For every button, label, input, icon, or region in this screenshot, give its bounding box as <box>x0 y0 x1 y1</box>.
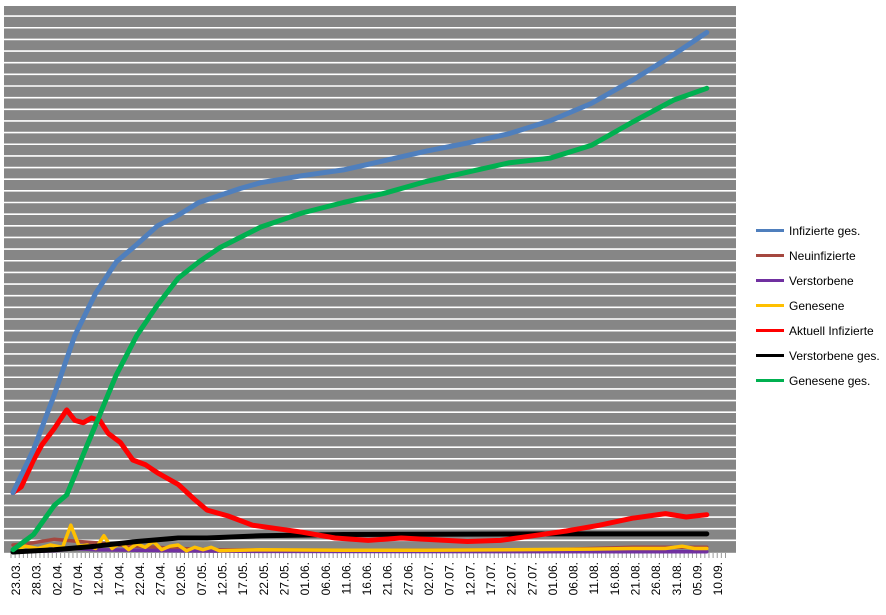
x-tick-label: 12.05. <box>216 562 230 595</box>
x-tick-label: 01.06. <box>546 562 560 595</box>
x-tick-label: 27.05. <box>277 562 291 595</box>
x-tick-label: 22.04. <box>133 562 147 595</box>
legend-item: Verstorbene <box>756 268 880 293</box>
legend-item: Verstorbene ges. <box>756 343 880 368</box>
x-tick-label: 26.08. <box>649 562 663 595</box>
legend-item: Genesene <box>756 293 880 318</box>
legend-swatch <box>756 354 784 357</box>
legend-label: Infizierte ges. <box>789 223 861 238</box>
legend-item: Aktuell Infizierte <box>756 318 880 343</box>
series-line-genesene <box>11 523 709 553</box>
x-tick-label: 02.04. <box>50 562 64 595</box>
x-tick-label: 17.05. <box>236 562 250 595</box>
x-tick-label: 06.06. <box>319 562 333 595</box>
legend-label: Genesene ges. <box>789 373 871 388</box>
x-tick-label: 21.06. <box>381 562 395 595</box>
x-tick-label: 02.07. <box>422 562 436 595</box>
x-tick-label: 23.03. <box>9 562 23 595</box>
x-tick-label: 11.06. <box>339 562 353 594</box>
x-tick-label: 21.08. <box>629 562 643 595</box>
x-tick-label: 31.08. <box>670 562 684 595</box>
legend-item: Genesene ges. <box>756 368 880 393</box>
x-tick-label: 22.07. <box>505 562 519 595</box>
legend-swatch <box>756 279 784 282</box>
x-tick-label: 07.05. <box>195 562 209 595</box>
legend-swatch <box>756 254 784 257</box>
legend-item: Neuinfizierte <box>756 243 880 268</box>
x-tick-label: 05.09. <box>690 562 704 595</box>
legend-swatch <box>756 229 784 232</box>
legend-label: Aktuell Infizierte <box>789 323 874 338</box>
legend-label: Verstorbene ges. <box>789 348 880 363</box>
series-line-aktuell-infizierte <box>10 407 710 544</box>
x-tick-label: 17.04. <box>112 562 126 595</box>
series-line-verstorbene-ges <box>10 531 710 555</box>
x-tick-label: 27.06. <box>401 562 415 595</box>
x-tick-label: 06.08. <box>567 562 581 595</box>
x-tick-label: 27.07. <box>525 562 539 595</box>
x-axis-labels: 23.03. 28.03. 02.04. 07.04. 12.04. 17.04. 22.0… <box>9 562 725 595</box>
x-tick-label: 10.09. <box>711 562 725 595</box>
x-tick-label: 27.04. <box>154 562 168 595</box>
series-lines <box>10 29 710 555</box>
x-tick-label: 07.07. <box>443 562 457 595</box>
series-line-infizierte-ges <box>10 29 710 496</box>
x-tick-label: 12.07. <box>463 562 477 595</box>
x-tick-label: 11.08. <box>587 562 601 594</box>
x-tick-label: 17.07. <box>484 562 498 595</box>
x-tick-label: 16.06. <box>360 562 374 595</box>
legend-label: Neuinfizierte <box>789 248 856 263</box>
x-tick-label: 02.05. <box>174 562 188 595</box>
legend-swatch <box>756 329 784 332</box>
series-line-genesene-ges <box>10 85 710 553</box>
legend-label: Genesene <box>789 298 845 313</box>
legend-label: Verstorbene <box>789 273 854 288</box>
x-tick-label: 12.04. <box>92 562 106 595</box>
legend: Infizierte ges. Neuinfizierte Verstorbene G… <box>756 218 880 393</box>
x-tick-label: 28.03. <box>30 562 44 595</box>
x-tick-label: 07.04. <box>71 562 85 595</box>
x-tick-label: 22.05. <box>257 562 271 595</box>
legend-swatch <box>756 304 784 307</box>
x-tick-label: 01.06. <box>298 562 312 595</box>
legend-item: Infizierte ges. <box>756 218 880 243</box>
x-tick-label: 16.08. <box>608 562 622 595</box>
legend-swatch <box>756 379 784 382</box>
